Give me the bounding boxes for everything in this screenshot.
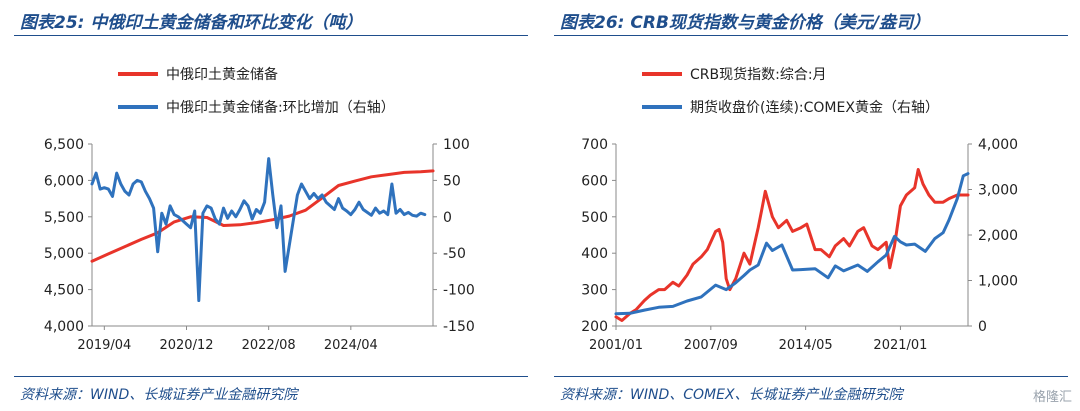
left-y-left-tick-label: 4,500 — [44, 283, 84, 299]
right-series-line-2 — [614, 172, 970, 316]
right-y-left-tick-label: 400 — [581, 246, 608, 262]
right-x-tick-label: 2007/09 — [684, 338, 738, 353]
right-y-left-tick-label: 700 — [581, 137, 608, 153]
right-x-tick-label: 2021/01 — [873, 338, 927, 353]
chart-right: 700 600 500 400 300 200 4,000 3,000 2,000 1,000 0 2… — [581, 66, 1018, 353]
left-x-tick-label: 2022/08 — [242, 338, 296, 353]
left-y-right-tick-label: 0 — [443, 210, 452, 226]
source-divider-right — [554, 376, 1068, 377]
left-legend-label-2: 中俄印土黄金储备:环比增加（右轴） — [166, 99, 395, 116]
title-divider-right — [554, 35, 1068, 36]
chart-left: 6,500 6,000 5,500 5,000 4,500 4,000 100 50 0 -50 -… — [44, 66, 475, 353]
right-y-left-tick-label: 200 — [581, 319, 608, 335]
right-x-tick-label: 2001/01 — [589, 338, 643, 353]
left-x-tick-label: 2019/04 — [77, 338, 131, 353]
right-y-left-tick-label: 300 — [581, 283, 608, 299]
left-y-right-tick-label: 50 — [443, 173, 461, 189]
chart-panel-right: 图表26: CRB现货指数与黄金价格（美元/盎司） 700 600 500 400 30… — [540, 0, 1080, 411]
left-series-line-1 — [90, 169, 435, 263]
left-series-line-2 — [90, 157, 427, 302]
right-y-left-tick-label: 500 — [581, 210, 608, 226]
left-y-left-tick-label: 5,000 — [44, 246, 84, 262]
left-y-left-tick-label: 6,500 — [44, 137, 84, 153]
chart-title-left: 图表25: 中俄印土黄金储备和环比变化（吨） — [20, 13, 363, 33]
title-divider-left — [14, 35, 528, 36]
left-y-right-tick-label: -100 — [443, 283, 475, 299]
source-divider-left — [14, 376, 528, 377]
right-y-right-tick-label: 4,000 — [978, 137, 1018, 153]
right-series-line-1 — [614, 168, 970, 322]
left-y-left-tick-label: 4,000 — [44, 319, 84, 335]
source-note-left: 资料来源：WIND、长城证券产业金融研究院 — [20, 387, 298, 403]
left-y-right-tick-label: 100 — [443, 137, 470, 153]
chart-panel-left: 图表25: 中俄印土黄金储备和环比变化（吨） 6,500 6,000 5,500 5,… — [14, 13, 528, 403]
left-y-right-tick-label: -150 — [443, 319, 475, 335]
right-legend-label-1: CRB现货指数:综合:月 — [690, 66, 827, 83]
right-x-tick-label: 2014/05 — [779, 338, 833, 353]
left-y-right-tick-label: -50 — [443, 246, 466, 262]
left-y-left-tick-label: 6,000 — [44, 173, 84, 189]
right-y-left-tick-label: 600 — [581, 173, 608, 189]
left-y-left-tick-label: 5,500 — [44, 210, 84, 226]
left-x-tick-label: 2020/12 — [159, 338, 213, 353]
watermark: 格隆汇 — [1032, 390, 1072, 405]
chart-title-right: 图表26: CRB现货指数与黄金价格（美元/盎司） — [560, 13, 931, 33]
right-legend-label-2: 期货收盘价(连续):COMEX黄金（右轴） — [690, 99, 939, 116]
right-y-right-tick-label: 2,000 — [978, 228, 1018, 244]
right-y-right-tick-label: 0 — [978, 319, 987, 335]
source-note-right: 资料来源：WIND、COMEX、长城证券产业金融研究院 — [560, 387, 903, 403]
left-legend-label-1: 中俄印土黄金储备 — [166, 66, 278, 83]
right-y-right-tick-label: 3,000 — [978, 183, 1018, 199]
left-x-tick-label: 2024/04 — [324, 338, 378, 353]
right-y-right-tick-label: 1,000 — [978, 274, 1018, 290]
